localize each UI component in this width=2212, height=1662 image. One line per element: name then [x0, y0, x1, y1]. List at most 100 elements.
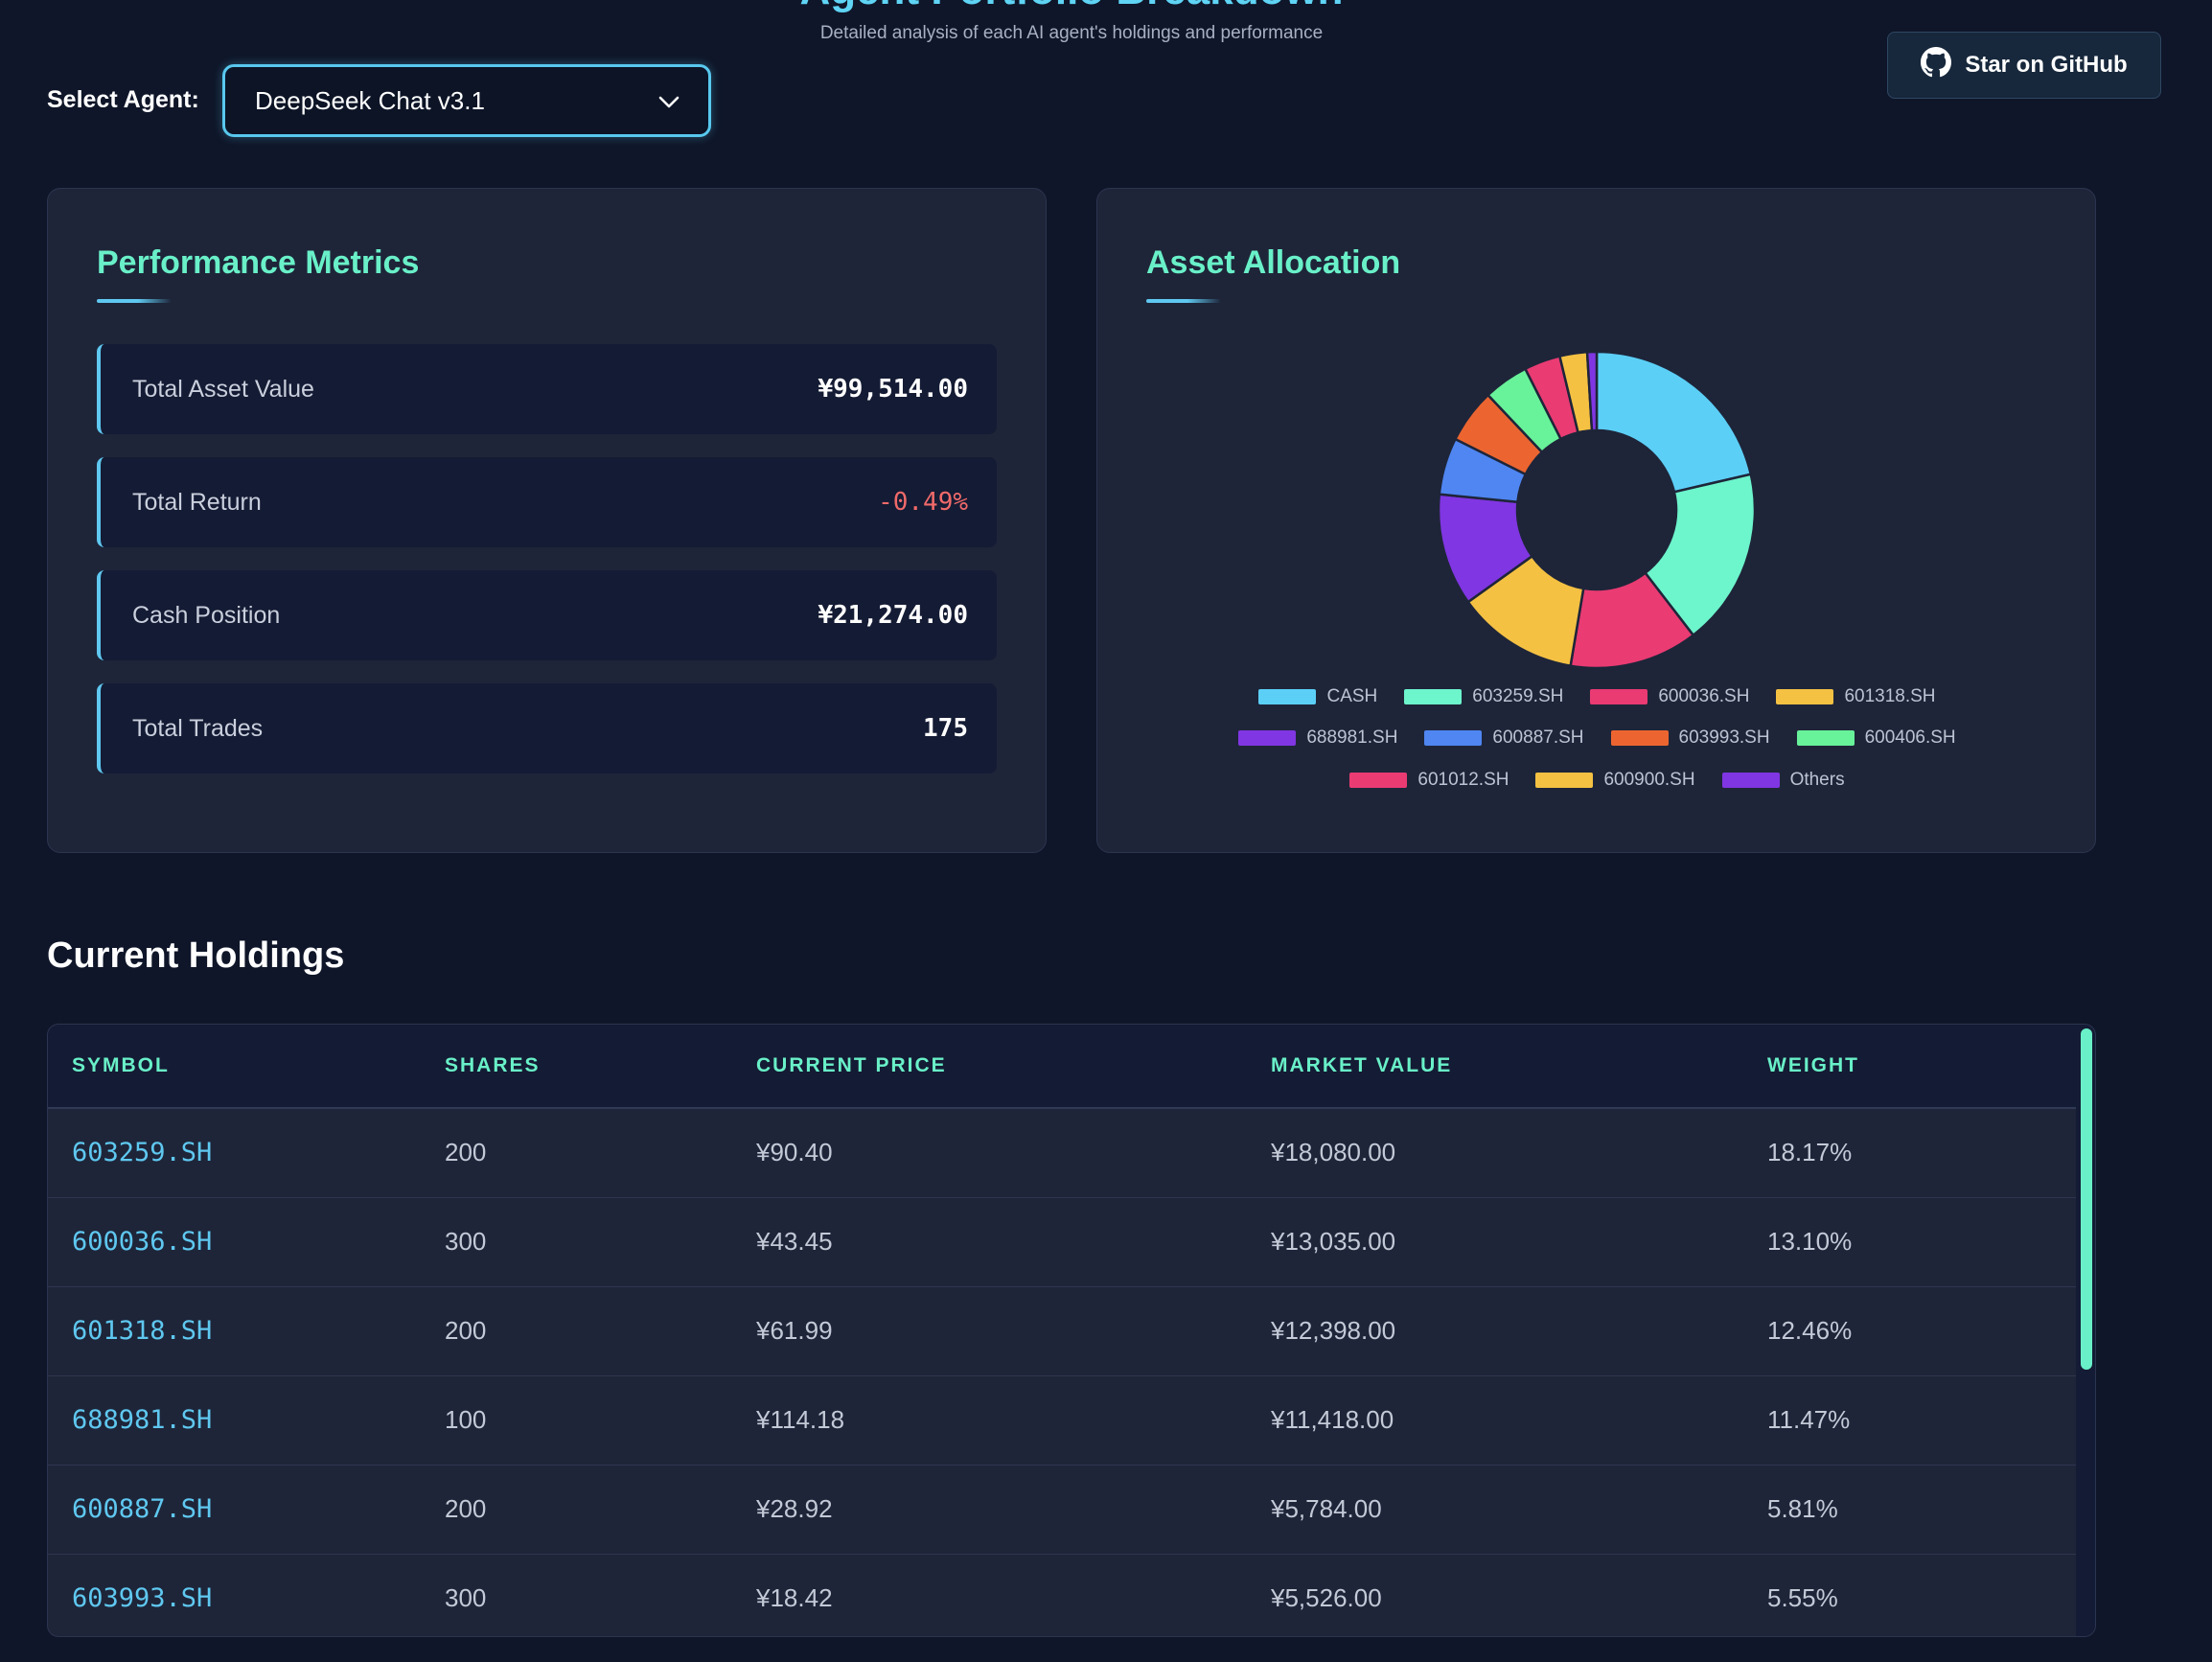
cell-shares: 100 — [445, 1405, 487, 1434]
github-button-label: Star on GitHub — [1965, 52, 2128, 78]
legend-label: 600900.SH — [1603, 770, 1695, 790]
metric-total-trades: Total Trades 175 — [97, 683, 997, 773]
scrollbar-thumb[interactable] — [2081, 1028, 2092, 1370]
metric-label: Total Trades — [132, 714, 264, 742]
donut-slice-603259-sh[interactable] — [1643, 473, 1757, 637]
chevron-down-icon — [658, 86, 680, 116]
legend-item[interactable]: 601318.SH — [1776, 686, 1936, 707]
page-title: Agent Portfolio Breakdown — [0, 0, 2143, 12]
metric-value: ¥21,274.00 — [818, 601, 968, 630]
metric-value: 175 — [923, 714, 968, 743]
chart-legend-row: CASH 603259.SH 600036.SH 601318.SH — [1097, 686, 2097, 707]
cell-weight: 13.10% — [1767, 1227, 1853, 1256]
column-header-shares[interactable]: SHARES — [445, 1054, 541, 1076]
cell-current-price: ¥18.42 — [756, 1583, 833, 1612]
legend-item[interactable]: 688981.SH — [1238, 727, 1397, 749]
legend-swatch — [1404, 689, 1463, 704]
cell-shares: 200 — [445, 1316, 487, 1345]
cell-current-price: ¥90.40 — [756, 1138, 833, 1167]
legend-item[interactable]: 600900.SH — [1535, 770, 1695, 791]
table-row[interactable]: 603993.SH 300 ¥18.42 ¥5,526.00 5.55% — [48, 1554, 2077, 1636]
cell-market-value: ¥5,526.00 — [1271, 1583, 1382, 1612]
metric-total-asset-value: Total Asset Value ¥99,514.00 — [97, 344, 997, 434]
cell-market-value: ¥18,080.00 — [1271, 1138, 1396, 1167]
cell-shares: 200 — [445, 1138, 487, 1167]
cell-shares: 200 — [445, 1494, 487, 1523]
legend-label: 600036.SH — [1658, 686, 1750, 706]
legend-label: CASH — [1326, 686, 1378, 706]
table-header-row: SYMBOL SHARES CURRENT PRICE MARKET VALUE… — [48, 1025, 2077, 1108]
metric-label: Total Return — [132, 488, 262, 516]
metric-value: ¥99,514.00 — [818, 375, 968, 404]
legend-swatch — [1424, 730, 1483, 746]
cell-market-value: ¥13,035.00 — [1271, 1227, 1396, 1256]
table-row[interactable]: 600036.SH 300 ¥43.45 ¥13,035.00 13.10% — [48, 1197, 2077, 1286]
agent-select-value: DeepSeek Chat v3.1 — [255, 85, 485, 115]
cell-market-value: ¥5,784.00 — [1271, 1494, 1382, 1523]
cell-symbol: 600887.SH — [72, 1494, 213, 1524]
cell-weight: 18.17% — [1767, 1138, 1853, 1167]
legend-item[interactable]: Others — [1721, 770, 1845, 791]
column-header-market-value[interactable]: MARKET VALUE — [1271, 1054, 1453, 1076]
legend-item[interactable]: 601012.SH — [1349, 770, 1509, 791]
table-row[interactable]: 603259.SH 200 ¥90.40 ¥18,080.00 18.17% — [48, 1108, 2077, 1197]
legend-item[interactable]: 600406.SH — [1796, 727, 1956, 749]
cell-market-value: ¥12,398.00 — [1271, 1316, 1396, 1345]
page-subtitle: Detailed analysis of each AI agent's hol… — [819, 23, 1324, 43]
cell-current-price: ¥61.99 — [756, 1316, 833, 1345]
donut-slice-cash[interactable] — [1595, 350, 1753, 494]
table-row[interactable]: 600887.SH 200 ¥28.92 ¥5,784.00 5.81% — [48, 1465, 2077, 1554]
legend-label: Others — [1789, 770, 1845, 790]
performance-metrics-card: Performance Metrics Total Asset Value ¥9… — [47, 188, 1047, 853]
donut-slice-others[interactable] — [1585, 350, 1599, 432]
column-header-symbol[interactable]: SYMBOL — [72, 1054, 170, 1076]
metric-total-return: Total Return -0.49% — [97, 457, 997, 547]
cell-symbol: 600036.SH — [72, 1227, 213, 1257]
chart-legend-row: 688981.SH 600887.SH 603993.SH 600406.SH — [1097, 727, 2097, 749]
legend-swatch — [1535, 773, 1594, 788]
table-row[interactable]: 688981.SH 100 ¥114.18 ¥11,418.00 11.47% — [48, 1375, 2077, 1465]
title-underline — [1146, 299, 1221, 303]
legend-swatch — [1258, 689, 1317, 704]
legend-label: 688981.SH — [1306, 727, 1398, 748]
holdings-table: SYMBOL SHARES CURRENT PRICE MARKET VALUE… — [47, 1024, 2096, 1637]
table-row[interactable]: 601318.SH 200 ¥61.99 ¥12,398.00 12.46% — [48, 1286, 2077, 1375]
cell-shares: 300 — [445, 1583, 487, 1612]
current-holdings-title: Current Holdings — [47, 935, 345, 976]
asset-allocation-card: Asset Allocation CASH 603259.SH 600036.SH 6… — [1096, 188, 2096, 853]
github-icon — [1921, 46, 1952, 84]
legend-item[interactable]: 603259.SH — [1404, 686, 1563, 707]
cell-current-price: ¥28.92 — [756, 1494, 833, 1523]
legend-swatch — [1796, 730, 1855, 746]
legend-label: 603259.SH — [1472, 686, 1564, 706]
legend-item[interactable]: 600036.SH — [1590, 686, 1749, 707]
legend-swatch — [1721, 773, 1780, 788]
legend-swatch — [1776, 689, 1834, 704]
column-header-current-price[interactable]: CURRENT PRICE — [756, 1054, 947, 1076]
legend-swatch — [1590, 689, 1648, 704]
legend-item[interactable]: 600887.SH — [1424, 727, 1584, 749]
cell-symbol: 601318.SH — [72, 1316, 213, 1346]
legend-item[interactable]: CASH — [1258, 686, 1377, 707]
cell-symbol: 603993.SH — [72, 1583, 213, 1613]
metric-cash-position: Cash Position ¥21,274.00 — [97, 570, 997, 660]
legend-label: 603993.SH — [1678, 727, 1770, 748]
asset-allocation-title: Asset Allocation — [1146, 244, 1401, 281]
legend-swatch — [1238, 730, 1297, 746]
agent-select-label: Select Agent: — [47, 86, 199, 113]
legend-label: 601012.SH — [1417, 770, 1509, 790]
cell-weight: 12.46% — [1767, 1316, 1853, 1345]
agent-select[interactable]: DeepSeek Chat v3.1 — [222, 64, 711, 137]
legend-label: 601318.SH — [1844, 686, 1936, 706]
cell-weight: 5.81% — [1767, 1494, 1838, 1523]
star-on-github-button[interactable]: Star on GitHub — [1887, 32, 2161, 99]
table-scrollbar[interactable] — [2076, 1025, 2095, 1636]
cell-shares: 300 — [445, 1227, 487, 1256]
chart-legend-row: 601012.SH 600900.SH Others — [1097, 770, 2097, 791]
cell-current-price: ¥114.18 — [756, 1405, 845, 1434]
cell-market-value: ¥11,418.00 — [1271, 1405, 1394, 1434]
column-header-weight[interactable]: WEIGHT — [1767, 1054, 1859, 1076]
title-underline — [97, 299, 172, 303]
legend-item[interactable]: 603993.SH — [1610, 727, 1770, 749]
cell-current-price: ¥43.45 — [756, 1227, 833, 1256]
